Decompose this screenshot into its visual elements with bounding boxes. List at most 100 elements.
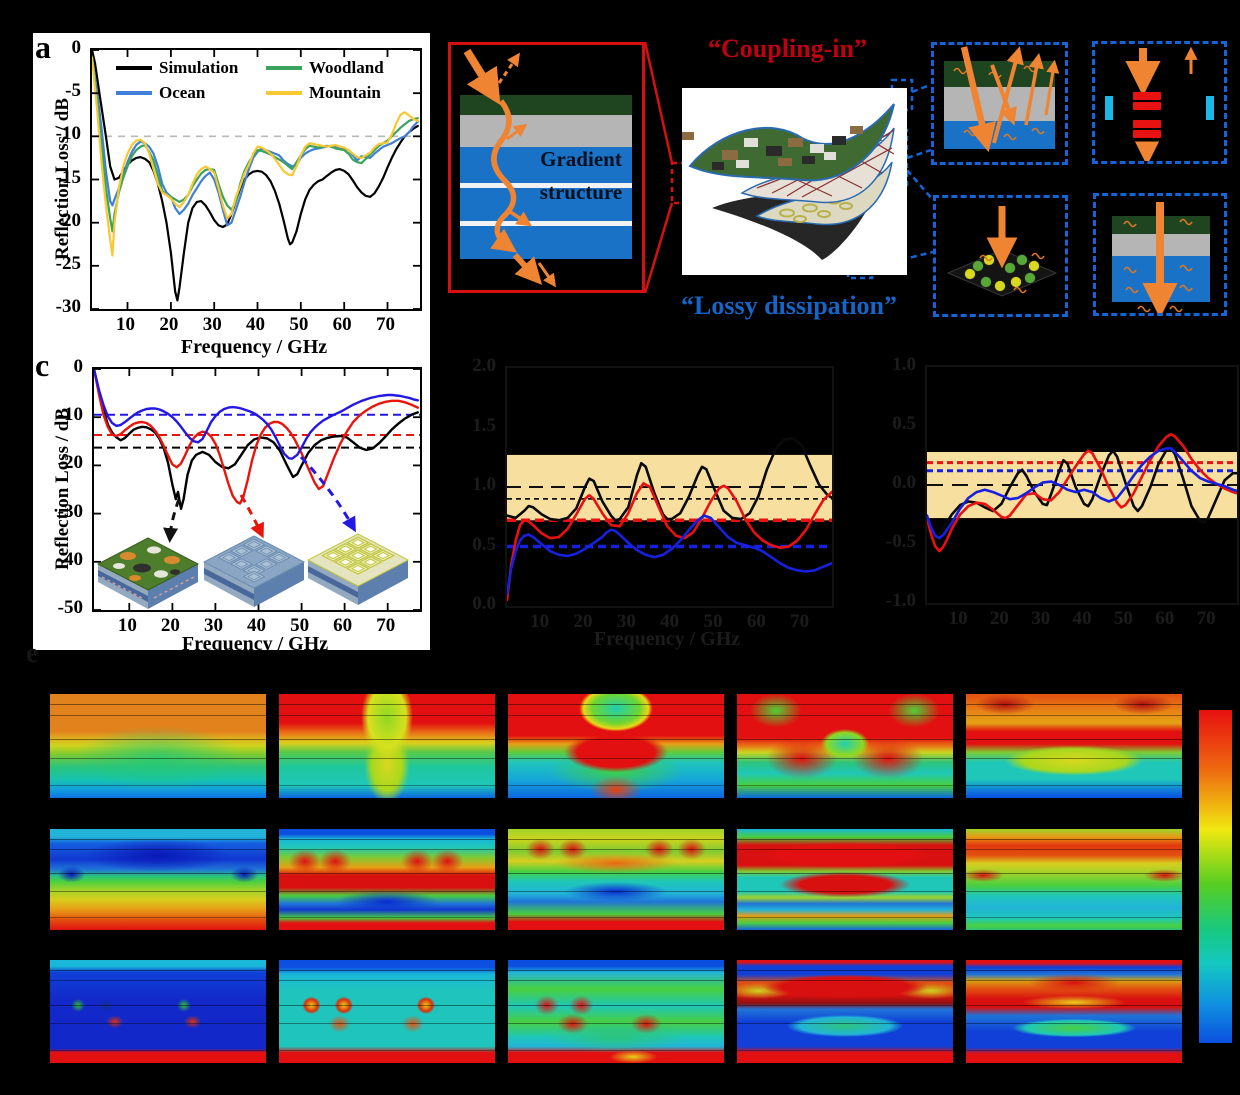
camouflage-patches [682,126,863,170]
field-map-row-1 [50,694,1182,798]
gradient-structure-line2: structure [539,179,623,204]
y-tick-label: 0 [71,37,82,58]
x-tick-label: 10 [116,314,136,335]
x-tick-label: 30 [202,314,222,335]
field-map-r1c5 [966,694,1182,798]
panel-a-chart [90,48,422,311]
panel-a-xlabel: Frequency / GHz [180,336,328,358]
x-tick-label: 10 [948,608,968,629]
x-tick-label: 20 [160,615,180,636]
field-map-r2c1 [50,829,266,930]
field-map-r2c2 [279,829,495,930]
y-tick-label: -25 [55,252,81,274]
field-map-row-3 [50,960,1182,1063]
gradient-structure-inset: Gradient structure [448,42,645,293]
y-tick-label: -40 [57,548,83,570]
panel-c-xlabel: Frequency / GHz [181,633,329,655]
x-tick-label: 20 [573,611,593,632]
panel-label-a: a [35,29,51,65]
detail-box-transmission [1093,193,1227,319]
panel-label-e: e [26,638,39,669]
field-map-r2c5 [966,829,1182,930]
x-tick-label: 50 [703,611,723,632]
panel-d-left-chart [505,366,834,608]
x-tick-label: 70 [790,611,810,632]
field-map-r3c5 [966,960,1182,1063]
panel-d-left-plot: 10 20 30 40 50 60 70 2.0 1.5 1.0 0.5 0.0 [472,355,834,632]
y-tick-label: -30 [55,296,81,317]
y-tick-label: 1.5 [472,414,496,436]
x-tick-label: 30 [203,615,223,636]
x-tick-label: 10 [117,615,137,636]
layer-separator-1 [460,183,632,188]
field-map-r2c3 [508,829,724,930]
x-tick-label: 30 [616,611,636,632]
x-tick-label: 70 [1196,608,1216,629]
layer-gray [460,115,632,147]
legend-label-woodland: Woodland [309,58,384,77]
legend-item-woodland: Woodland [266,58,388,78]
detail-box-scattering [931,42,1068,165]
layer-separator-2 [460,221,632,226]
x-tick-label: 40 [660,611,680,632]
y-tick-label: 0.0 [472,593,496,614]
legend-item-ocean: Ocean [116,83,266,103]
y-tick-label: -10 [55,123,81,145]
legend-label-mountain: Mountain [309,83,381,102]
y-tick-label: 0.5 [472,533,496,555]
y-tick-label: 1.0 [892,354,916,375]
x-tick-label: 60 [746,611,766,632]
y-tick-label: -1.0 [885,590,916,611]
x-tick-label: 60 [332,314,352,335]
legend-line-simulation [116,66,152,70]
field-map-r1c1 [50,694,266,798]
panel-c-plot: 10 20 30 40 50 60 70 0 -10 -20 -30 -40 -50 [58,356,422,636]
panel-d-right-plot: 10 20 30 40 50 60 70 1.0 0.5 0.0 -0.5 -1.0 [886,354,1239,629]
x-tick-label: 40 [247,615,266,636]
lossy-dissipation-title: “Lossy dissipation” [680,291,898,320]
y-tick-label: 1.0 [472,474,496,495]
legend-line-ocean [116,91,152,95]
field-map-r1c2 [279,694,495,798]
y-tick-label: 2.0 [472,355,496,376]
layer-blue-3 [460,226,632,259]
x-tick-label: 70 [376,314,395,335]
field-map-r1c4 [737,694,953,798]
x-tick-label: 20 [159,314,179,335]
legend-line-woodland [266,66,302,70]
field-map-r3c4 [737,960,953,1063]
legend-label-ocean: Ocean [159,83,206,102]
y-tick-label: -0.5 [885,531,916,552]
legend-label-simulation: Simulation [159,58,239,77]
layer-blue-1 [460,147,632,183]
y-tick-label: 0 [73,356,84,377]
x-tick-label: 20 [989,608,1009,629]
y-tick-label: -5 [65,80,81,102]
scattering-diagram [944,46,1060,153]
y-tick-label: -10 [57,404,83,426]
field-map-r3c1 [50,960,266,1063]
y-tick-label: -50 [57,597,83,618]
layered-material-render [682,88,907,275]
interference-diagram [1105,46,1214,166]
field-map-r2c4 [737,829,953,930]
x-tick-label: 50 [290,615,310,636]
layer-blue-2 [460,188,632,221]
x-tick-label: 60 [333,615,353,636]
legend-line-mountain [266,91,302,95]
y-tick-label: -20 [55,209,81,231]
x-tick-label: 50 [1113,608,1133,629]
panel-d-right-chart [925,365,1239,605]
x-tick-label: 60 [1155,608,1175,629]
y-tick-label: -30 [57,500,83,522]
gradient-structure-line1: Gradient [540,147,622,171]
panel-d-left-xlabel: Frequency / GHz [593,628,741,650]
panel-label-c: c [35,347,50,383]
dielectric-loss-diagram [946,206,1058,297]
x-tick-label: 40 [246,314,266,335]
field-map-r3c2 [279,960,495,1063]
x-tick-label: 40 [1072,608,1092,629]
panel-a-plot: Simulation Woodland Ocean Mountain 10 20 3… [56,37,422,335]
x-tick-label: 50 [289,314,309,335]
